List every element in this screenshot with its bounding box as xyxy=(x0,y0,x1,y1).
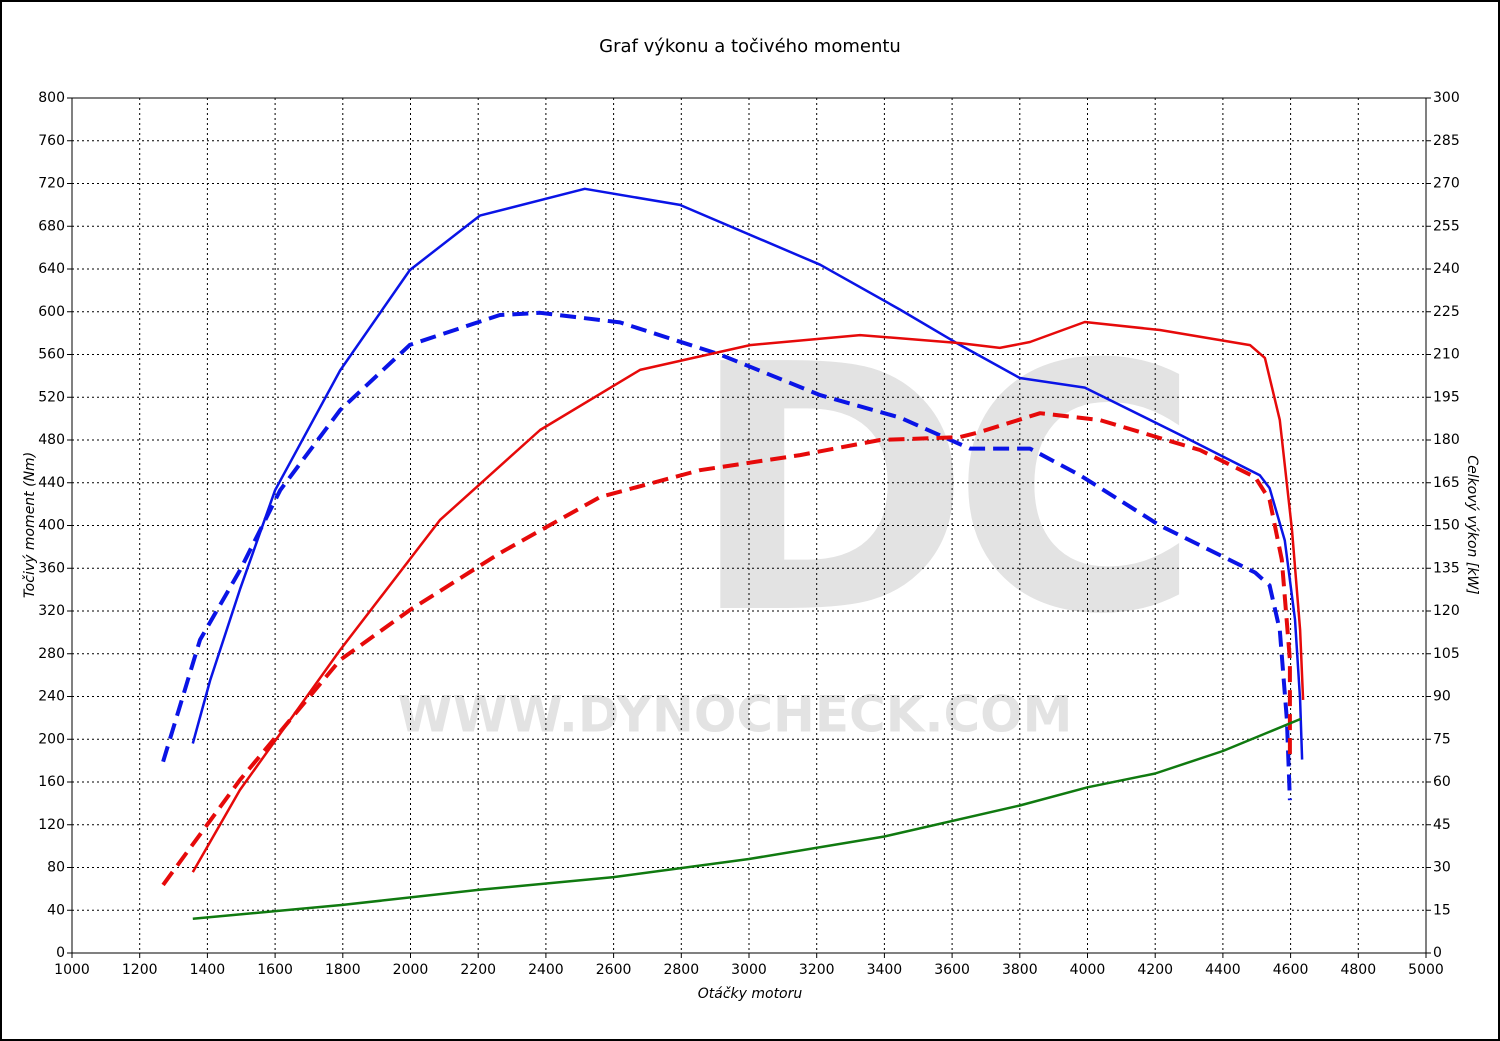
x-tick-label: 2000 xyxy=(393,962,429,978)
y-tick-label: 520 xyxy=(38,389,65,405)
y-tick-label: 280 xyxy=(38,646,65,662)
y-tick-label: 600 xyxy=(38,304,65,320)
y2-tick-label: 150 xyxy=(1433,518,1460,534)
y-tick-label: 440 xyxy=(38,475,65,491)
y-tick-label: 680 xyxy=(38,218,65,234)
y-tick-label: 360 xyxy=(38,560,65,576)
y-tick-label: 640 xyxy=(38,261,65,277)
x-tick-label: 2400 xyxy=(528,962,564,978)
y-tick-label: 40 xyxy=(47,902,65,918)
y2-tick-label: 30 xyxy=(1433,860,1451,876)
x-tick-label: 3600 xyxy=(934,962,970,978)
y2-tick-label: 225 xyxy=(1433,304,1460,320)
x-tick-label: 1600 xyxy=(257,962,293,978)
y2-tick-label: 90 xyxy=(1433,689,1451,705)
x-tick-label: 3800 xyxy=(1002,962,1038,978)
y-tick-label: 240 xyxy=(38,689,65,705)
y-tick-label: 160 xyxy=(38,774,65,790)
y2-tick-label: 0 xyxy=(1433,945,1442,961)
x-tick-label: 1400 xyxy=(190,962,226,978)
y2-tick-label: 285 xyxy=(1433,133,1460,149)
y2-tick-label: 45 xyxy=(1433,817,1451,833)
x-tick-label: 4400 xyxy=(1205,962,1241,978)
x-tick-label: 2600 xyxy=(596,962,632,978)
x-tick-label: 1200 xyxy=(122,962,158,978)
y2-tick-label: 270 xyxy=(1433,176,1460,192)
y2-tick-label: 240 xyxy=(1433,261,1460,277)
x-tick-label: 4000 xyxy=(1070,962,1106,978)
series-line xyxy=(191,320,1305,873)
y2-tick-label: 15 xyxy=(1433,902,1451,918)
x-tick-label: 3000 xyxy=(731,962,767,978)
x-tick-label: 1000 xyxy=(54,962,90,978)
y2-axis-title: Celkový výkon [kW] xyxy=(1464,455,1480,594)
x-tick-label: 4200 xyxy=(1137,962,1173,978)
y-tick-label: 560 xyxy=(38,347,65,363)
y2-tick-label: 195 xyxy=(1433,389,1460,405)
x-axis-title: Otáčky motoru xyxy=(698,986,803,1002)
x-tick-label: 4600 xyxy=(1273,962,1309,978)
y-tick-label: 320 xyxy=(38,603,65,619)
plot-border xyxy=(71,97,1427,954)
y-tick-label: 120 xyxy=(38,817,65,833)
y-tick-label: 480 xyxy=(38,432,65,448)
series-line xyxy=(191,187,1304,760)
y-tick-label: 80 xyxy=(47,860,65,876)
x-tick-label: 2800 xyxy=(663,962,699,978)
y2-tick-label: 165 xyxy=(1433,475,1460,491)
x-tick-label: 1800 xyxy=(325,962,361,978)
y2-tick-label: 135 xyxy=(1433,560,1460,576)
y-tick-label: 760 xyxy=(38,133,65,149)
y-tick-label: 720 xyxy=(38,176,65,192)
y2-tick-label: 180 xyxy=(1433,432,1460,448)
y-tick-label: 0 xyxy=(56,945,65,961)
y-tick-label: 200 xyxy=(38,731,65,747)
x-tick-label: 4800 xyxy=(1340,962,1376,978)
series-line xyxy=(161,310,1292,801)
y-tick-label: 400 xyxy=(38,518,65,534)
watermark: DC xyxy=(689,293,1181,689)
y2-tick-label: 255 xyxy=(1433,218,1460,234)
y2-tick-label: 105 xyxy=(1433,646,1460,662)
y-axis-title: Točivý moment (Nm) xyxy=(22,452,38,598)
x-tick-label: 3400 xyxy=(867,962,903,978)
y2-tick-label: 60 xyxy=(1433,774,1451,790)
x-tick-label: 5000 xyxy=(1408,962,1444,978)
y-tick-label: 800 xyxy=(38,90,65,106)
y2-tick-label: 75 xyxy=(1433,731,1451,747)
chart-title: Graf výkonu a točivého momentu xyxy=(599,36,901,57)
x-tick-label: 2200 xyxy=(460,962,496,978)
y2-tick-label: 120 xyxy=(1433,603,1460,619)
y2-tick-label: 210 xyxy=(1433,347,1460,363)
series-line xyxy=(192,717,1302,921)
x-tick-label: 3200 xyxy=(799,962,835,978)
series-line xyxy=(161,411,1292,887)
y2-tick-label: 300 xyxy=(1433,90,1460,106)
watermark-url: WWW.DYNOCHECK.COM xyxy=(398,686,1073,744)
